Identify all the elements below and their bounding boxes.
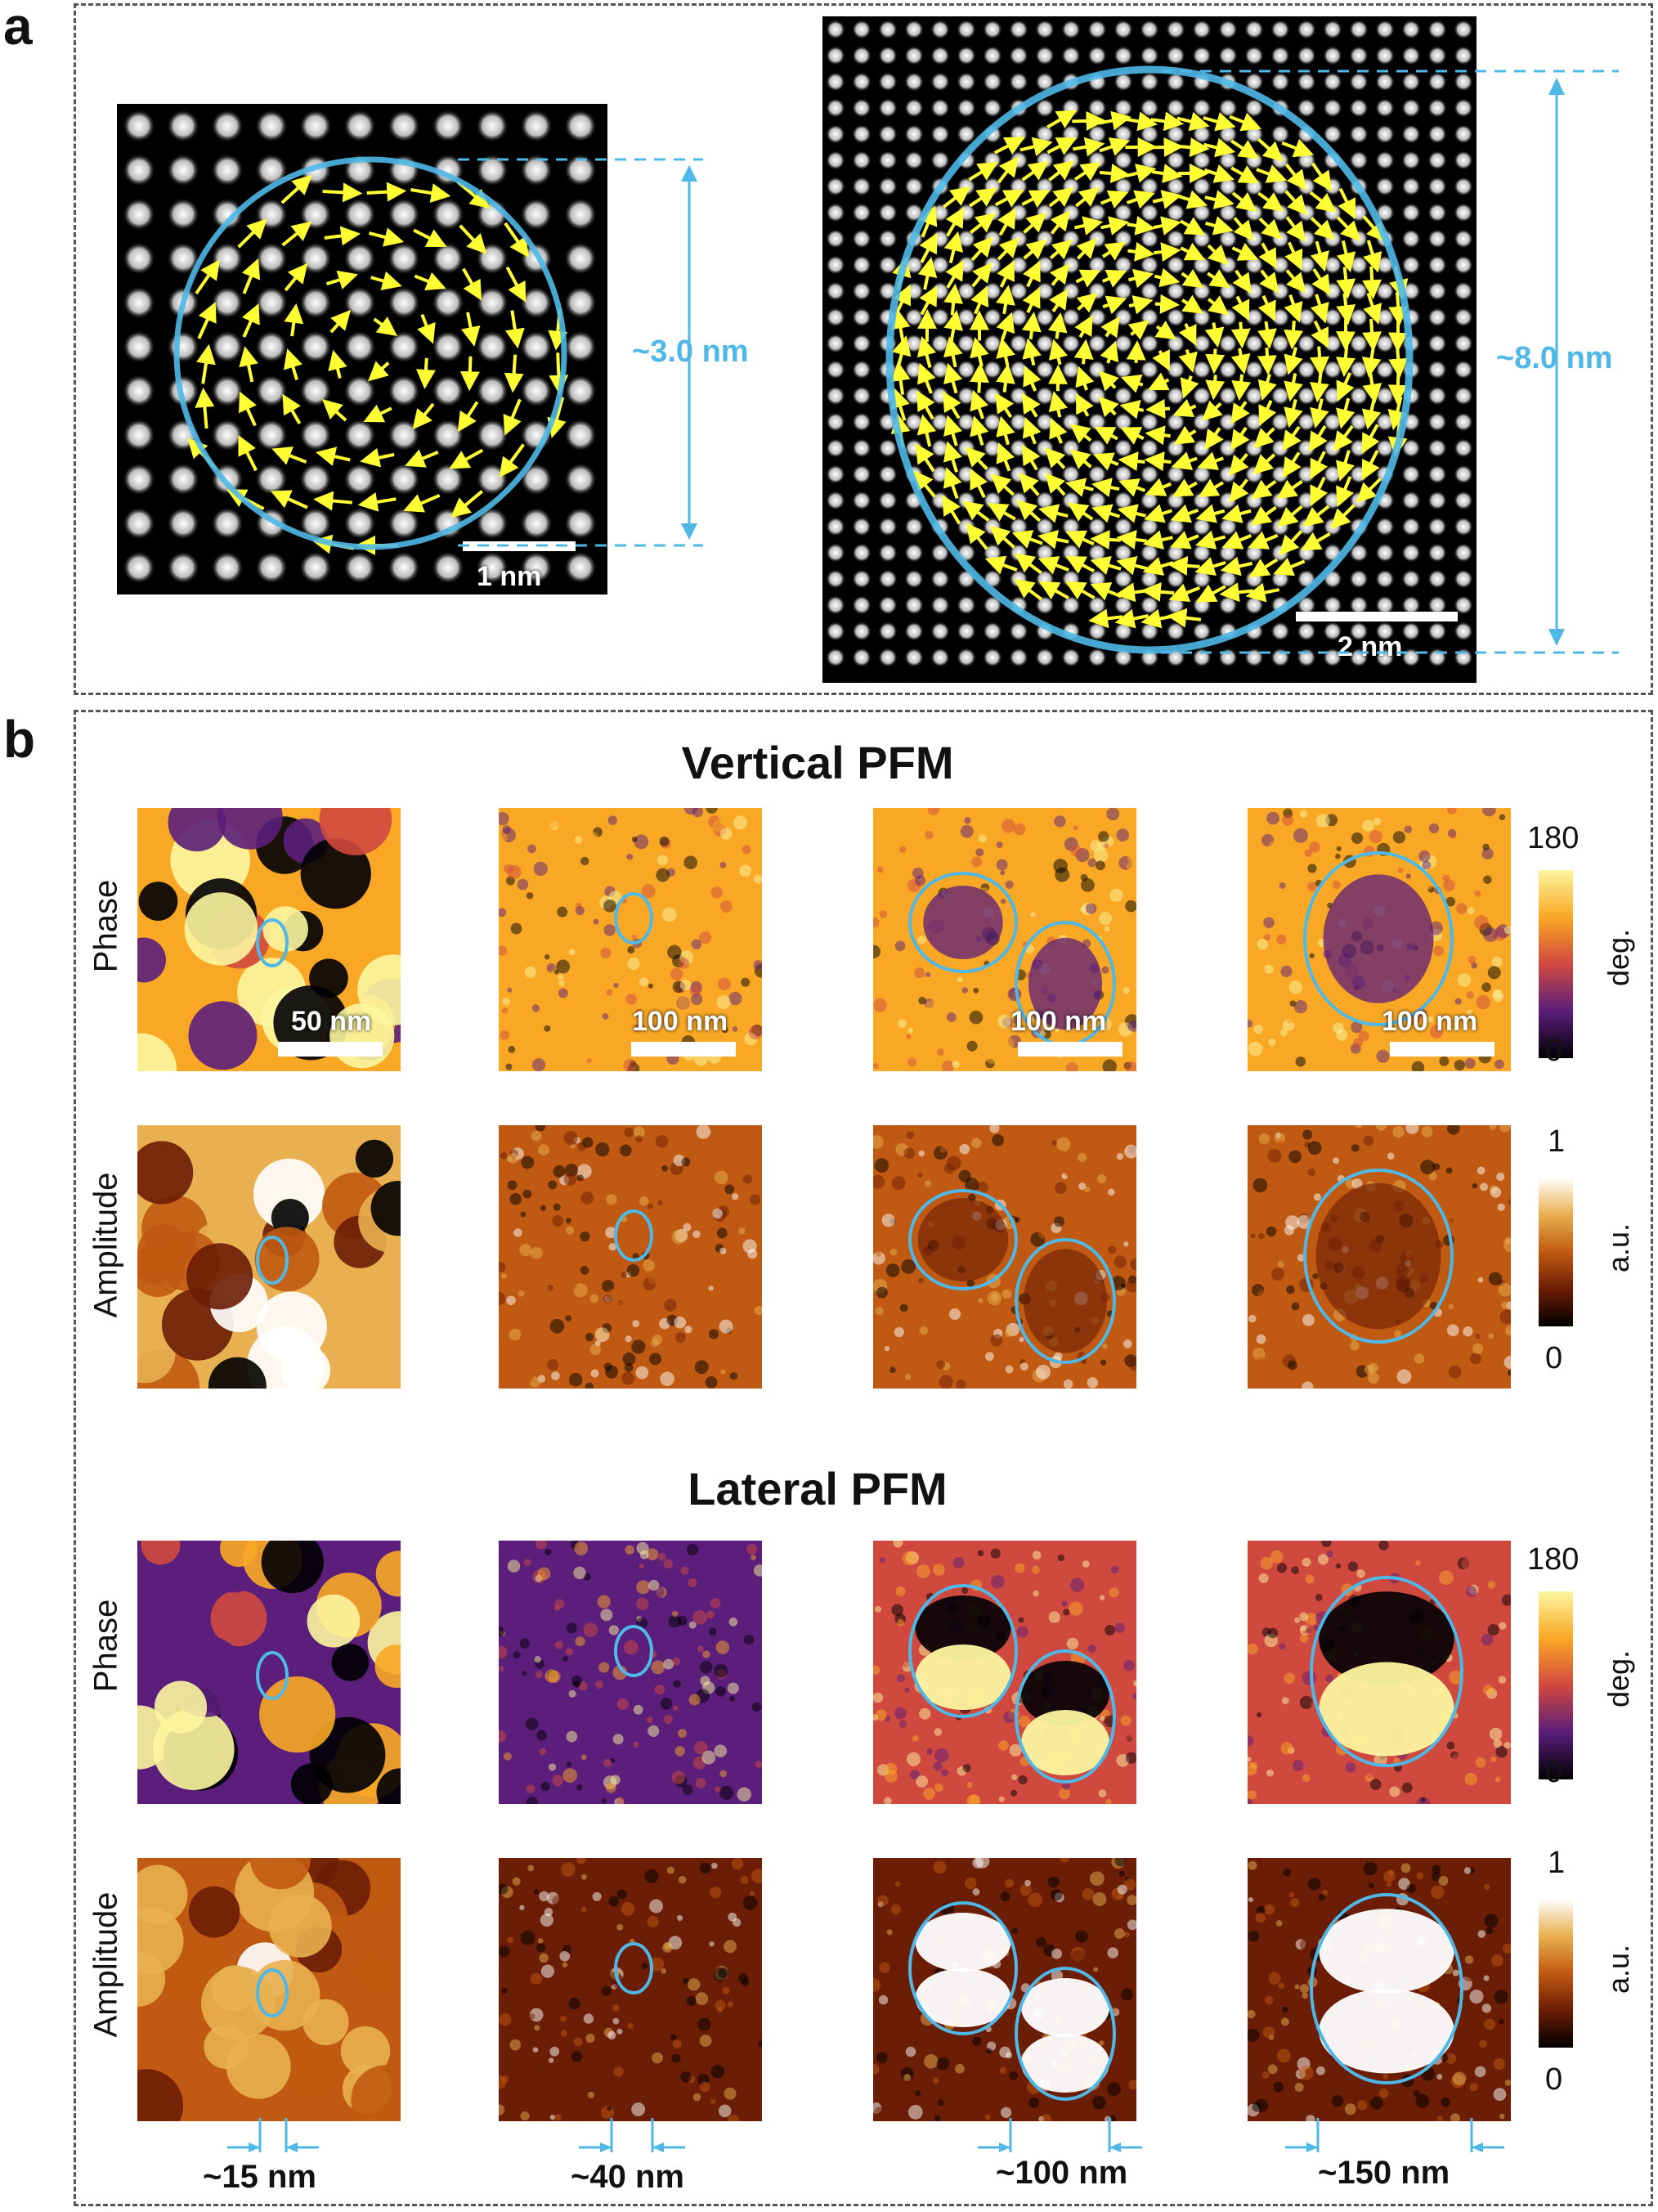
- domain-outline: [614, 1942, 653, 1994]
- domain-outline: [1303, 851, 1454, 1026]
- domain-outline: [256, 1968, 289, 2017]
- colorbar-vertical-phase: [1539, 870, 1573, 1058]
- colorbar-vertical-amplitude-unit: a.u.: [1602, 1223, 1635, 1273]
- size-label-large: ~8.0 nm: [1496, 341, 1613, 375]
- scale-label-large: 2 nm: [1338, 631, 1403, 662]
- dimension-lines-small: [458, 158, 703, 547]
- scale-bar-2: [631, 1042, 736, 1057]
- size-label-100nm: ~100 nm: [996, 2155, 1128, 2191]
- lateral-amplitude-image-3: [873, 1858, 1136, 2121]
- domain-outline: [908, 1584, 1018, 1718]
- colorbar-vertical-amplitude: [1539, 1178, 1573, 1326]
- domain-outline: [614, 1209, 653, 1262]
- vertical-amplitude-image-4: [1248, 1125, 1511, 1389]
- colorbar-lateral-phase-max: 180: [1527, 1542, 1580, 1577]
- domain-outline: [614, 1625, 653, 1677]
- dimension-lines-large: [1161, 70, 1619, 654]
- colorbar-vertical-phase-min: 0: [1545, 1034, 1563, 1068]
- domain-outline: [256, 1236, 289, 1285]
- colorbar-vertical-phase-unit: deg.: [1602, 928, 1635, 987]
- colorbar-lateral-amplitude-max: 1: [1548, 1846, 1566, 1880]
- vertical-phase-image-4: [1248, 808, 1511, 1071]
- row-label-lateral-phase: Phase: [87, 1599, 124, 1693]
- domain-outline: [1310, 1576, 1463, 1767]
- panel-a-letter: a: [3, 0, 33, 56]
- atomic-image-large: [822, 16, 1477, 683]
- domain-outline: [614, 892, 653, 944]
- colorbar-lateral-phase-unit: deg.: [1602, 1649, 1635, 1708]
- row-label-vertical-amplitude: Amplitude: [87, 1172, 124, 1318]
- lateral-phase-image-2: [499, 1541, 762, 1804]
- domain-outline: [908, 1901, 1018, 2035]
- vertical-phase-image-3: [873, 808, 1136, 1071]
- scale-label-small: 1 nm: [477, 561, 542, 592]
- lateral-phase-image-1: [137, 1541, 401, 1804]
- domain-outline: [1015, 1238, 1116, 1364]
- colorbar-lateral-amplitude-unit: a.u.: [1602, 1944, 1635, 1994]
- atomic-image-small: [117, 104, 607, 595]
- size-label-15nm: ~15 nm: [203, 2159, 316, 2195]
- scale-label-2: 100 nm: [632, 1006, 728, 1037]
- colorbar-lateral-phase: [1539, 1591, 1573, 1779]
- vertical-amplitude-image-3: [873, 1125, 1136, 1389]
- size-label-40nm: ~40 nm: [571, 2159, 684, 2195]
- domain-outline: [908, 1189, 1018, 1290]
- lateral-phase-image-4: [1248, 1541, 1511, 1804]
- bottom-dimension-markers: [227, 2118, 1504, 2152]
- domain-outline: [1310, 1893, 1463, 2084]
- row-label-vertical-phase: Phase: [87, 879, 124, 973]
- lateral-amplitude-image-1: [137, 1858, 401, 2121]
- domain-outline: [908, 872, 1018, 973]
- lateral-amplitude-image-2: [499, 1858, 762, 2121]
- vertical-amplitude-image-2: [499, 1125, 762, 1389]
- vertical-phase-image-2: [499, 808, 762, 1071]
- scale-bar-large: [1296, 612, 1458, 621]
- colorbar-lateral-amplitude-min: 0: [1545, 2062, 1563, 2097]
- colorbar-vertical-phase-max: 180: [1527, 821, 1580, 855]
- colorbar-lateral-phase-min: 0: [1545, 1755, 1563, 1789]
- colorbar-vertical-amplitude-max: 1: [1548, 1124, 1566, 1159]
- scale-label-4: 100 nm: [1382, 1006, 1478, 1037]
- scale-bar-1: [278, 1042, 383, 1057]
- domain-outline: [1015, 1649, 1116, 1784]
- domain-outline: [1303, 1169, 1454, 1344]
- vertical-amplitude-image-1: [137, 1125, 401, 1389]
- lateral-pfm-title: Lateral PFM: [688, 1463, 948, 1514]
- vertical-pfm-title: Vertical PFM: [681, 737, 954, 788]
- size-label-150nm: ~150 nm: [1318, 2155, 1450, 2191]
- domain-outline: [256, 1651, 289, 1700]
- scale-bar-3: [1018, 1042, 1123, 1057]
- colorbar-lateral-amplitude: [1539, 1899, 1573, 2048]
- row-label-lateral-amplitude: Amplitude: [87, 1891, 124, 2038]
- panel-b-frame: [74, 710, 1653, 2206]
- panel-b-letter: b: [3, 710, 36, 769]
- domain-outline: [256, 918, 289, 967]
- colorbar-vertical-amplitude-min: 0: [1545, 1341, 1563, 1375]
- lateral-amplitude-image-4: [1248, 1858, 1511, 2121]
- scale-label-1: 50 nm: [291, 1006, 372, 1037]
- scale-bar-4: [1390, 1042, 1494, 1057]
- scale-label-3: 100 nm: [1010, 1006, 1107, 1037]
- size-label-small: ~3.0 nm: [632, 334, 749, 369]
- lateral-phase-image-3: [873, 1541, 1136, 1804]
- domain-outline: [1015, 1967, 1116, 2101]
- panel-a-frame: [74, 3, 1653, 695]
- vertical-phase-image-1: [137, 808, 401, 1071]
